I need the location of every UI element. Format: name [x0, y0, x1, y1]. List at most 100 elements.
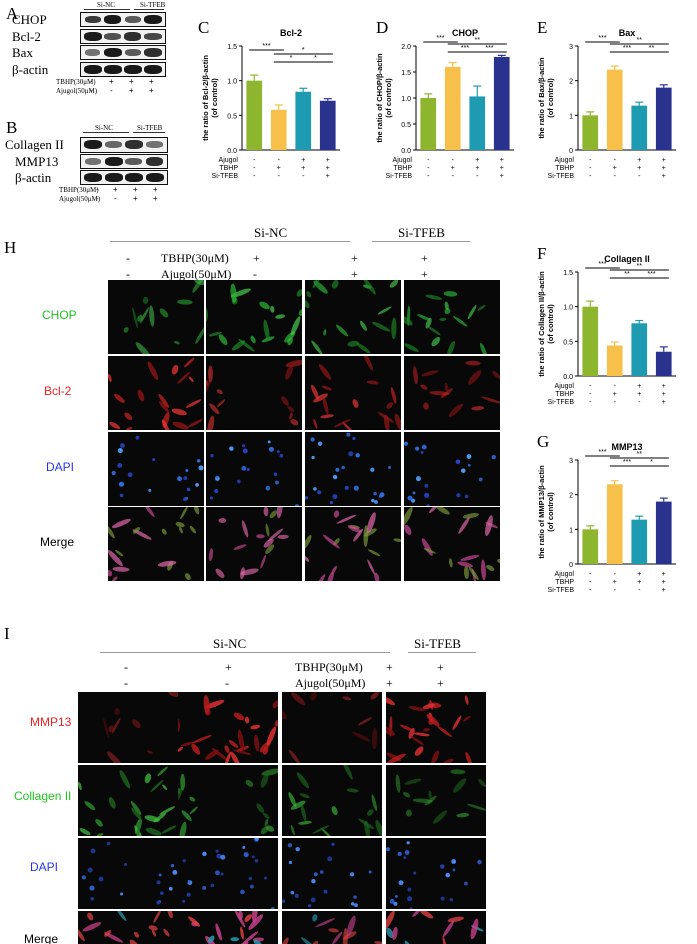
micrograph	[386, 692, 486, 763]
chart-condition-sign: -	[589, 157, 592, 164]
panel-i-tbhp-sign: -	[124, 660, 128, 674]
chart-condition-sign: +	[662, 391, 666, 398]
panel-h-ajugol-sign: +	[351, 267, 358, 281]
chart-condition-label: TBHP	[555, 579, 574, 586]
chart-title: MMP13	[611, 442, 642, 452]
chart-condition-sign: -	[476, 173, 479, 180]
micrograph-cells	[206, 283, 302, 352]
chart-condition-sign: +	[326, 157, 330, 164]
significance-label: **	[637, 451, 643, 458]
chart-condition-sign: +	[637, 165, 641, 172]
significance-label: ***	[598, 261, 606, 268]
micrograph-cells	[206, 359, 302, 430]
panel-i-group-sitfeb: Si-TFEB	[414, 636, 461, 651]
chart-title: Bax	[619, 28, 636, 38]
chart-condition-sign: -	[638, 587, 641, 594]
panel-label-c: C	[198, 18, 210, 37]
blot-b-group-line-2	[133, 132, 165, 133]
blot-b-sign: -	[96, 185, 99, 194]
chart-condition-sign: -	[614, 383, 617, 390]
micrograph-cells	[386, 695, 473, 763]
micrograph-cells	[182, 838, 275, 909]
panel-label-g: G	[537, 432, 550, 451]
bar	[444, 66, 461, 150]
panel-i-ajugol-label: Ajugol(50μM)	[295, 676, 366, 690]
panel-h-tbhp-sign: +	[351, 251, 358, 265]
micrograph	[206, 432, 302, 506]
blot-a-strip-actin	[80, 62, 166, 77]
chart-condition-sign: -	[589, 173, 592, 180]
chart-ytick-label: 3	[569, 458, 573, 465]
significance-label: ***	[623, 45, 631, 52]
blot-b-row-label: Collagen II	[5, 137, 64, 152]
micrograph	[282, 765, 382, 836]
chart-condition-sign: -	[253, 157, 256, 164]
micrograph	[386, 838, 486, 909]
chart-condition-label: Ajugol	[555, 157, 575, 164]
chart-ytick-label: 0.5	[401, 122, 411, 129]
chart-condition-sign: -	[427, 165, 430, 172]
micrograph-cells	[288, 765, 382, 836]
chart-ylabel: (of control)	[546, 492, 555, 532]
blot-a-tbhp-label: TBHP(30μM)	[56, 78, 96, 86]
micrograph-cells	[103, 692, 178, 763]
bar	[631, 519, 648, 564]
blot-a-row-label: β-actin	[12, 62, 49, 77]
chart-bcl2: Bcl-2 the ratio of Bcl-2/β-actin (of contr…	[201, 28, 340, 180]
micrograph	[206, 356, 302, 430]
micrograph-cells	[208, 507, 289, 580]
blot-b-group-sinc: Si-NC	[95, 124, 113, 132]
blot-a-sign: +	[109, 77, 114, 86]
chart-condition-sign: +	[500, 165, 504, 172]
chart-condition-label: Ajugol	[555, 571, 575, 578]
panel-h-row-label-dapi: DAPI	[46, 460, 75, 474]
chart-ylabel: the ratio of Bcl-2/β-actin	[201, 55, 210, 141]
micrograph-cells	[178, 695, 278, 763]
chart-condition-sign: -	[589, 579, 592, 586]
bar	[295, 91, 312, 150]
micrograph	[108, 507, 204, 581]
micrograph	[206, 280, 302, 354]
chart-condition-sign: +	[326, 165, 330, 172]
panel-i-row-label-dapi: DAPI	[30, 860, 59, 874]
blot-a-sign: -	[90, 77, 93, 86]
micrograph	[108, 356, 204, 430]
bar	[493, 56, 510, 150]
micrograph	[178, 692, 278, 763]
panel-i-group-line-2	[408, 652, 476, 653]
panel-h-row-label-chop: CHOP	[42, 308, 77, 322]
blot-b-strip-actin	[80, 170, 168, 185]
chart-condition-sign: -	[253, 165, 256, 172]
micrograph-cells	[305, 432, 392, 505]
chart-ytick-label: 1	[569, 527, 573, 534]
blot-b-group-sitfeb: Si-TFEB	[137, 124, 163, 132]
chart-condition-sign: +	[613, 165, 617, 172]
chart-title: Collagen II	[604, 254, 650, 264]
chart-ytick-label: 2	[569, 79, 573, 86]
significance-label: ***	[598, 449, 606, 456]
chart-ytick-label: 1.0	[401, 96, 411, 103]
chart-condition-label: Si-TFEB	[548, 173, 575, 180]
blot-b-sign: +	[133, 194, 138, 203]
panel-i-group-sinc: Si-NC	[213, 636, 247, 651]
significance-label: ***	[262, 43, 270, 50]
significance-label: ***	[598, 35, 606, 42]
blot-a-group-line-1	[84, 9, 130, 10]
panel-i-group-line-1	[100, 652, 390, 653]
chart-ytick-label: 1	[569, 113, 573, 120]
micrograph-cells	[78, 911, 173, 944]
significance-label: *	[290, 55, 293, 62]
panel-h-group-line-2	[372, 241, 470, 242]
chart-condition-label: TBHP	[555, 165, 574, 172]
chart-condition-sign: -	[589, 571, 592, 578]
chart-condition-sign: +	[500, 157, 504, 164]
panel-i-tbhp-sign: +	[437, 660, 444, 674]
blot-a-sign: +	[149, 86, 154, 95]
blot-a-row-label: Bax	[12, 45, 33, 60]
panel-label-b: B	[6, 118, 18, 137]
chart-condition-sign: -	[589, 399, 592, 406]
micrograph-cells	[108, 357, 203, 430]
chart-condition-sign: +	[301, 157, 305, 164]
micrograph-cells	[123, 280, 204, 354]
